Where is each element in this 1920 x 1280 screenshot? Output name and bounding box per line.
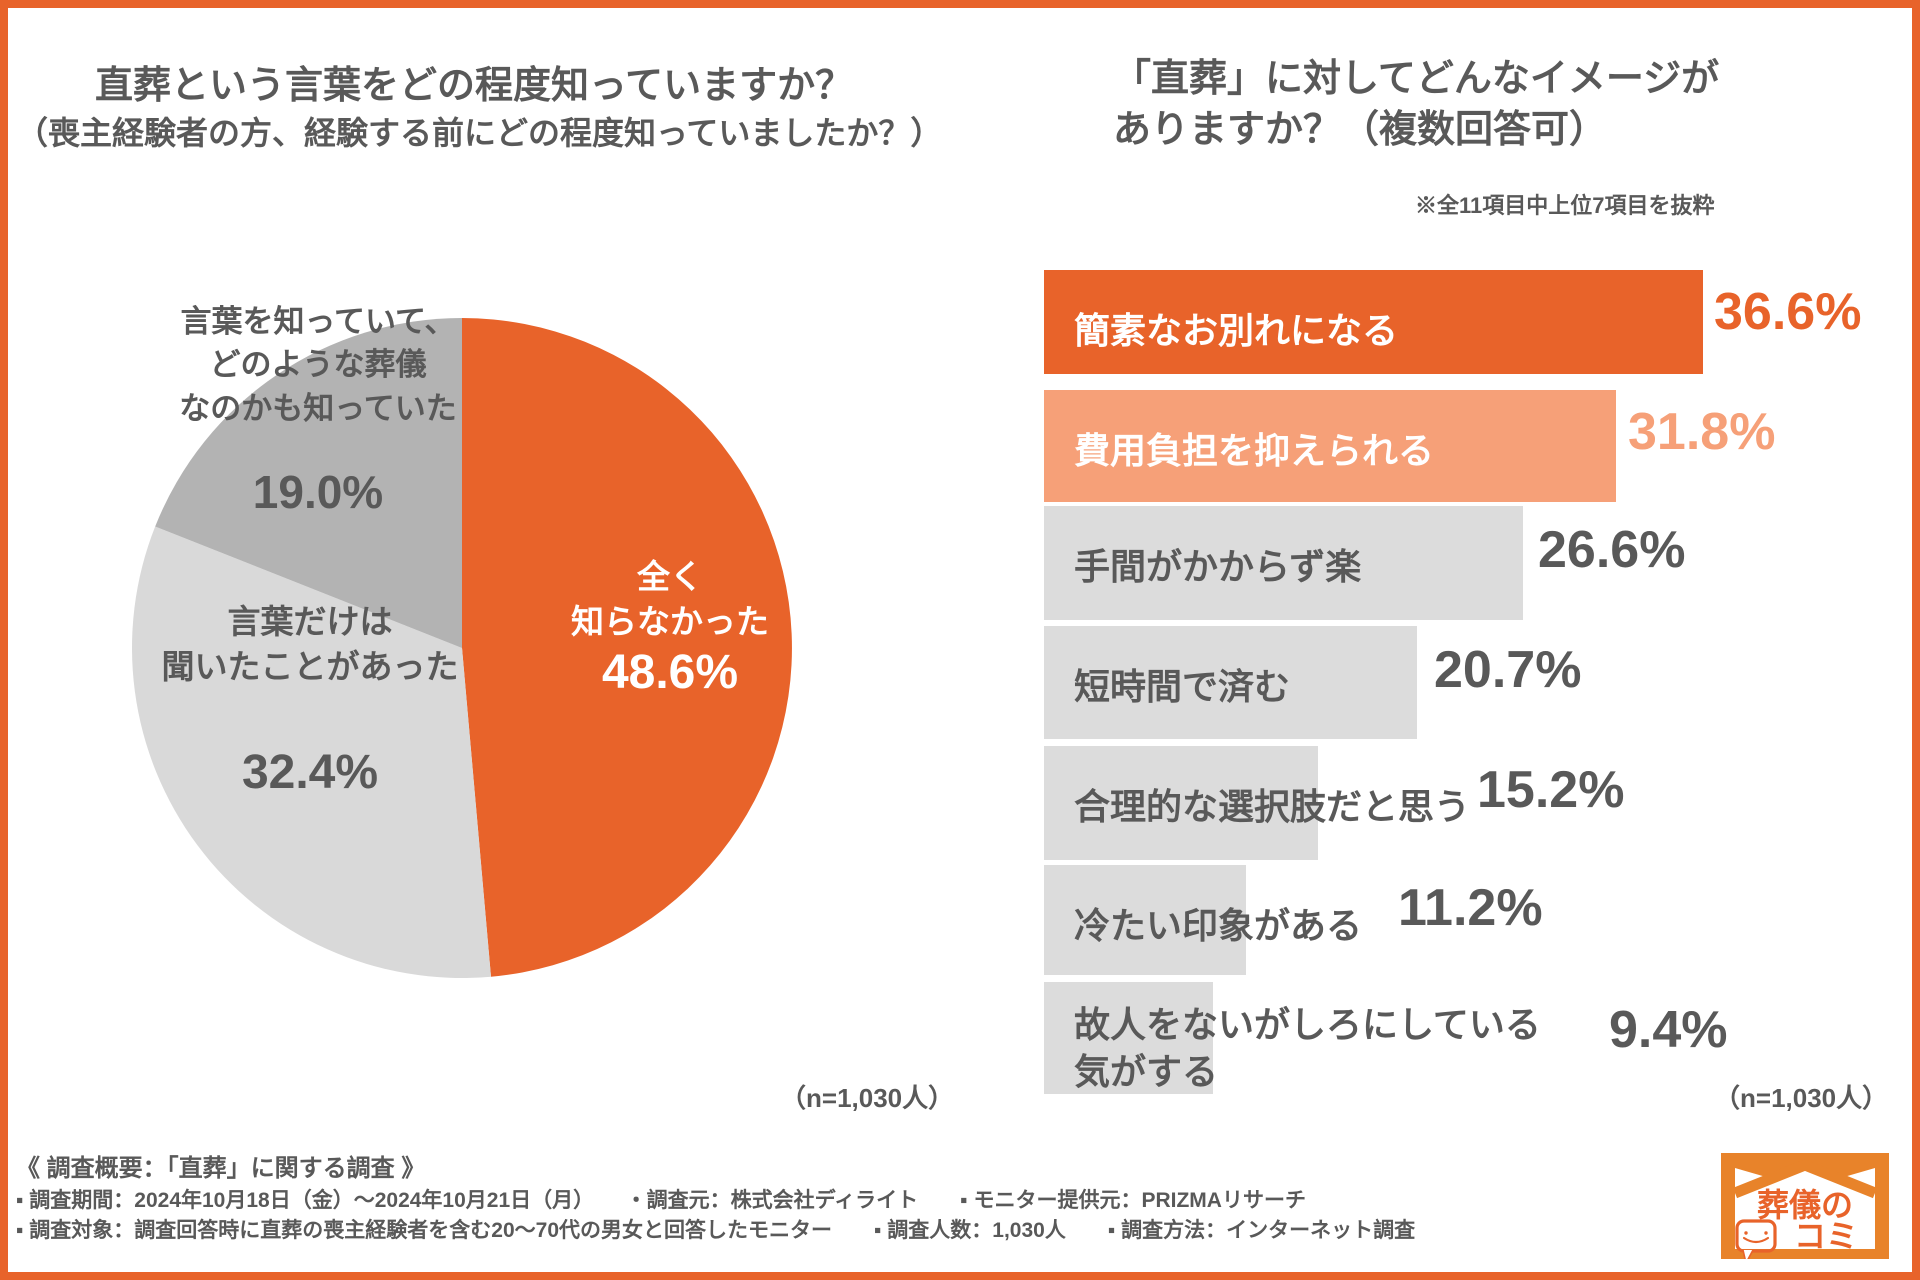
- svg-text:コミ: コミ: [1794, 1218, 1858, 1254]
